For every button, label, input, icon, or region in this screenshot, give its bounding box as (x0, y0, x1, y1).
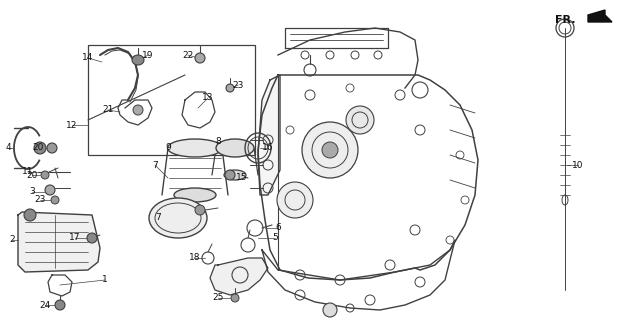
Text: 13: 13 (202, 93, 214, 102)
Text: 8: 8 (215, 138, 221, 147)
Circle shape (41, 171, 49, 179)
Circle shape (277, 182, 313, 218)
Circle shape (47, 143, 57, 153)
Text: 7: 7 (155, 213, 161, 222)
Text: 20: 20 (32, 143, 44, 153)
Ellipse shape (167, 139, 222, 157)
Text: 14: 14 (82, 53, 94, 62)
Ellipse shape (132, 55, 144, 65)
Polygon shape (210, 258, 268, 295)
Circle shape (322, 142, 338, 158)
Text: 17: 17 (70, 234, 81, 243)
Text: 24: 24 (39, 300, 51, 309)
Text: 19: 19 (142, 51, 154, 60)
Text: FR.: FR. (554, 15, 575, 25)
Circle shape (195, 53, 205, 63)
Text: 23: 23 (34, 196, 46, 204)
Text: 20: 20 (27, 171, 38, 180)
Text: 1: 1 (102, 276, 108, 284)
Text: 11: 11 (22, 167, 33, 177)
Text: 6: 6 (275, 223, 281, 233)
Text: 15: 15 (236, 173, 248, 182)
Circle shape (24, 209, 36, 221)
Circle shape (231, 294, 239, 302)
Ellipse shape (224, 170, 246, 180)
Circle shape (195, 205, 205, 215)
Ellipse shape (149, 198, 207, 238)
Text: 12: 12 (66, 121, 78, 130)
Circle shape (133, 105, 143, 115)
Text: 2: 2 (9, 236, 15, 244)
Circle shape (226, 84, 234, 92)
Polygon shape (18, 212, 100, 272)
Text: 21: 21 (102, 106, 114, 115)
Circle shape (45, 185, 55, 195)
Text: 3: 3 (29, 188, 35, 196)
Text: 10: 10 (572, 161, 584, 170)
Ellipse shape (216, 139, 254, 157)
Circle shape (346, 106, 374, 134)
Text: 9: 9 (165, 143, 171, 153)
Circle shape (302, 122, 358, 178)
Polygon shape (258, 75, 280, 195)
Circle shape (55, 300, 65, 310)
Text: 23: 23 (233, 81, 244, 90)
Text: 25: 25 (212, 293, 224, 302)
Circle shape (34, 142, 46, 154)
Circle shape (225, 170, 235, 180)
Text: 7: 7 (152, 161, 158, 170)
Ellipse shape (174, 188, 216, 202)
Text: 18: 18 (189, 253, 201, 262)
Circle shape (323, 303, 337, 317)
Text: 16: 16 (262, 143, 274, 153)
Circle shape (87, 233, 97, 243)
Text: 22: 22 (183, 51, 193, 60)
Bar (88, 45, 255, 155)
Text: 5: 5 (272, 234, 278, 243)
Text: 4: 4 (5, 143, 11, 153)
Polygon shape (588, 10, 612, 22)
Circle shape (51, 196, 59, 204)
